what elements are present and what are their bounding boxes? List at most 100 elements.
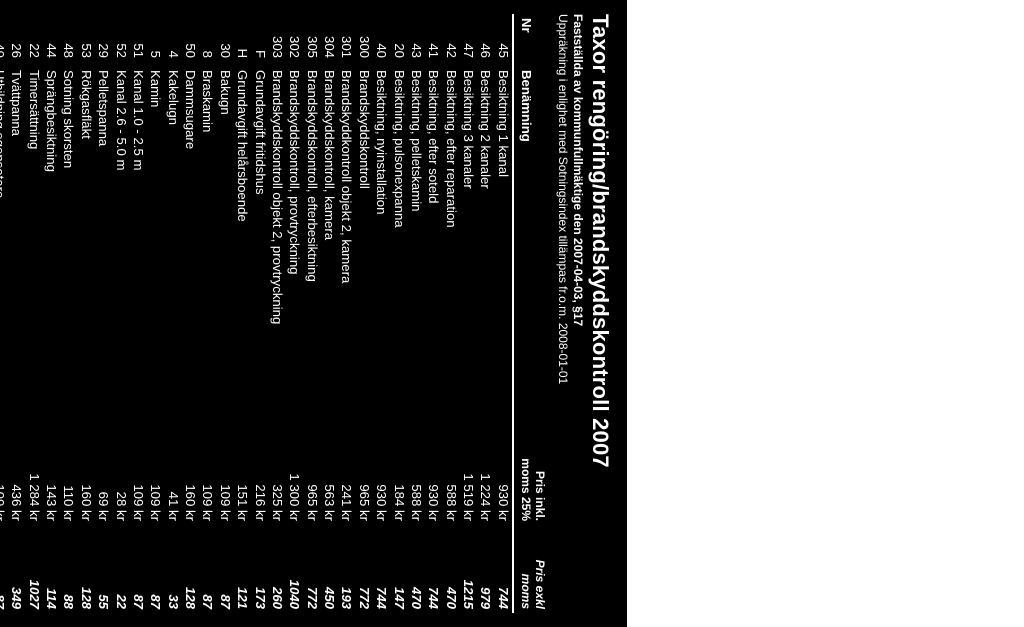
cell-price-incl: 930 kr <box>495 407 513 525</box>
cell-name: Utbildning egensotare <box>0 66 8 407</box>
cell-price-excl: 979 <box>477 525 494 613</box>
col-price-incl-b: moms 25% <box>519 411 533 521</box>
cell-name: Besiktning, efter soteld <box>425 66 442 407</box>
cell-nr: 305 <box>304 14 321 66</box>
cell-price-incl: 109 kr <box>0 407 8 525</box>
cell-name: Rökgasfläkt <box>78 66 95 407</box>
cell-price-excl: 744 <box>425 525 442 613</box>
cell-nr: 301 <box>338 14 355 66</box>
col-price-excl: Pris exkl moms <box>513 525 550 613</box>
cell-price-incl: 241 kr <box>338 407 355 525</box>
document-sheet: Taxor rengöring/brandskyddskontroll 2007… <box>0 0 627 627</box>
table-row: HGrundavgift helårsboende151 kr121 <box>234 14 251 613</box>
table-row: 30Bakugn109 kr87 <box>217 14 234 613</box>
cell-name: Sotning skorsten <box>60 66 77 407</box>
cell-price-excl: 1027 <box>26 525 43 613</box>
cell-name: Besiktning 2 kanaler <box>477 66 494 407</box>
cell-price-incl: 588 kr <box>408 407 425 525</box>
cell-nr: 42 <box>443 14 460 66</box>
table-row: 48Sotning skorsten110 kr88 <box>60 14 77 613</box>
cell-price-excl: 260 <box>269 525 286 613</box>
cell-name: Besiktning 3 kanaler <box>460 66 477 407</box>
cell-price-excl: 55 <box>95 525 112 613</box>
col-price-excl-a: Pris exkl <box>533 529 547 609</box>
cell-price-incl: 563 kr <box>321 407 338 525</box>
cell-nr: F <box>251 14 268 66</box>
cell-price-incl: 325 kr <box>269 407 286 525</box>
cell-name: Tvättpanna <box>8 66 25 407</box>
table-row: 53Rökgasfläkt160 kr128 <box>78 14 95 613</box>
cell-price-excl: 1215 <box>460 525 477 613</box>
cell-nr: 50 <box>182 14 199 66</box>
table-row: 50Dammsugare160 kr128 <box>182 14 199 613</box>
cell-name: Brandskyddkontroll objekt 2, kamera <box>338 66 355 407</box>
cell-nr: 43 <box>408 14 425 66</box>
cell-price-excl: 193 <box>338 525 355 613</box>
cell-price-incl: 109 kr <box>130 407 147 525</box>
table-row: 300Brandskyddskontroll965 kr772 <box>356 14 373 613</box>
cell-price-excl: 87 <box>130 525 147 613</box>
page-title: Taxor rengöring/brandskyddskontroll 2007 <box>587 14 613 613</box>
table-row: 45Besiktning 1 kanal930 kr744 <box>495 14 513 613</box>
cell-price-incl: 1 300 kr <box>286 407 303 525</box>
cell-nr: 48 <box>60 14 77 66</box>
cell-nr: 303 <box>269 14 286 66</box>
cell-name: Kanal 2.6 - 5.0 m <box>112 66 129 407</box>
cell-price-excl: 744 <box>373 525 390 613</box>
cell-price-incl: 1 224 kr <box>477 407 494 525</box>
cell-price-excl: 128 <box>182 525 199 613</box>
table-row: FGrundavgift fritidshus216 kr173 <box>251 14 268 613</box>
cell-nr: 300 <box>356 14 373 66</box>
table-body: 45Besiktning 1 kanal930 kr74446Besiktnin… <box>0 14 513 613</box>
cell-price-excl: 349 <box>8 525 25 613</box>
table-row: 5Kamin109 kr87 <box>147 14 164 613</box>
table-row: 43Besiktning, pelletskamin588 kr470 <box>408 14 425 613</box>
cell-name: Brandskyddskontroll, kamera <box>321 66 338 407</box>
cell-price-incl: 184 kr <box>390 407 407 525</box>
cell-name: Brandskyddskontroll <box>356 66 373 407</box>
cell-price-incl: 436 kr <box>8 407 25 525</box>
cell-price-incl: 109 kr <box>147 407 164 525</box>
table-row: 29Pelletspanna69 kr55 <box>95 14 112 613</box>
table-row: 41Besiktning, efter soteld930 kr744 <box>425 14 442 613</box>
cell-price-incl: 109 kr <box>199 407 216 525</box>
cell-name: Grundavgift fritidshus <box>251 66 268 407</box>
cell-price-incl: 930 kr <box>373 407 390 525</box>
cell-price-excl: 22 <box>112 525 129 613</box>
cell-price-incl: 1 284 kr <box>26 407 43 525</box>
cell-name: Brandskyddskontroll, provtryckning <box>286 66 303 407</box>
cell-nr: 52 <box>112 14 129 66</box>
table-row: 4Kakelugn41 kr33 <box>165 14 182 613</box>
cell-price-incl: 216 kr <box>251 407 268 525</box>
cell-price-incl: 41 kr <box>165 407 182 525</box>
cell-nr: 49 <box>0 14 8 66</box>
cell-name: Pelletspanna <box>95 66 112 407</box>
cell-price-excl: 87 <box>0 525 8 613</box>
cell-nr: 22 <box>26 14 43 66</box>
cell-price-excl: 147 <box>390 525 407 613</box>
cell-nr: 30 <box>217 14 234 66</box>
cell-nr: 53 <box>78 14 95 66</box>
cell-name: Kamin <box>147 66 164 407</box>
cell-name: Kanal 1.0 - 2.5 m <box>130 66 147 407</box>
cell-price-incl: 109 kr <box>217 407 234 525</box>
table-row: 304Brandskyddskontroll, kamera563 kr450 <box>321 14 338 613</box>
cell-nr: 40 <box>373 14 390 66</box>
cell-nr: 47 <box>460 14 477 66</box>
table-row: 20Besiktning, pulsonexpanna184 kr147 <box>390 14 407 613</box>
cell-nr: 5 <box>147 14 164 66</box>
cell-price-excl: 128 <box>78 525 95 613</box>
cell-price-incl: 965 kr <box>356 407 373 525</box>
cell-name: Besiktning 1 kanal <box>495 66 513 407</box>
cell-price-excl: 114 <box>43 525 60 613</box>
cell-name: Grundavgift helårsboende <box>234 66 251 407</box>
table-row: 22Timersättning1 284 kr1027 <box>26 14 43 613</box>
table-row: 42Besiktning, efter reparation588 kr470 <box>443 14 460 613</box>
cell-price-incl: 930 kr <box>425 407 442 525</box>
cell-name: Kakelugn <box>165 66 182 407</box>
cell-price-excl: 173 <box>251 525 268 613</box>
table-row: 8Braskamin109 kr87 <box>199 14 216 613</box>
cell-name: Sprängbesiktning <box>43 66 60 407</box>
cell-name: Besiktning, nyinstallation <box>373 66 390 407</box>
table-row: 44Sprängbesiktning143 kr114 <box>43 14 60 613</box>
